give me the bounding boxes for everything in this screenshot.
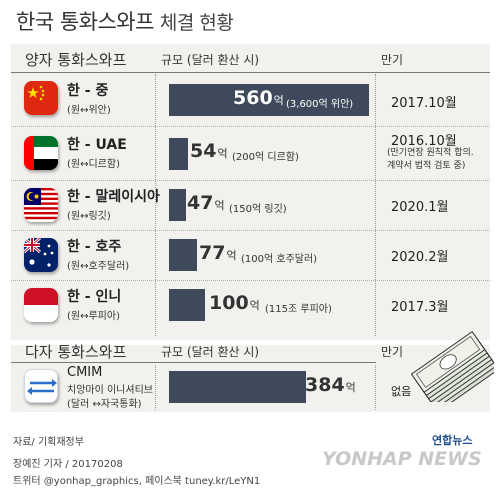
maturity-note-uae: (만기연장 원칙적 합의. bbox=[387, 148, 474, 158]
cmim-full-name: 치앙마이 이니셔티브 bbox=[67, 385, 153, 396]
header-divider bbox=[11, 72, 490, 73]
cmim-name: CMIM bbox=[67, 365, 103, 380]
watermark: YONHAP NEWS bbox=[322, 448, 482, 470]
money-stack-illustration bbox=[408, 318, 500, 413]
pair-name: 한 - 호주 bbox=[67, 239, 122, 255]
note-china: (3,600억 위안) bbox=[286, 99, 354, 110]
pair-currency: (원↔디르함) bbox=[67, 159, 120, 170]
byline: 장예진 기자 / 20170208 bbox=[13, 459, 123, 470]
value-label-australia: 77억 bbox=[199, 242, 237, 264]
page-title: 한국 통화스와프 체결 현황 bbox=[16, 6, 234, 36]
multilateral-header-name: 다자 통화스와프 bbox=[25, 343, 127, 361]
bilateral-header-maturity: 만기 bbox=[381, 53, 404, 67]
row-divider bbox=[11, 280, 490, 281]
note-australia: (100억 호주달러) bbox=[241, 254, 318, 265]
maturity-cmim: 없음 bbox=[391, 385, 412, 398]
maturity-china: 2017.10월 bbox=[391, 96, 457, 111]
value-label-uae: 54억 bbox=[190, 140, 228, 162]
column-divider bbox=[375, 365, 376, 410]
value-label-cmim: 384억 bbox=[305, 374, 356, 396]
row-divider bbox=[11, 180, 490, 181]
maturity-indonesia: 2017.3월 bbox=[391, 300, 449, 315]
uae-flag-icon bbox=[24, 136, 58, 170]
note-indonesia: (115조 루피아) bbox=[265, 304, 332, 315]
pair-currency: (원↔호주달러) bbox=[67, 261, 130, 272]
value-label-malaysia: 47억 bbox=[187, 192, 225, 214]
row-divider bbox=[11, 230, 490, 231]
bar-australia bbox=[169, 239, 197, 271]
pair-name: 한 - 중 bbox=[67, 83, 109, 99]
column-divider bbox=[155, 365, 156, 410]
pair-name: 한 - 인니 bbox=[67, 289, 122, 305]
bilateral-panel: 양자 통화스와프 규모 (달러 환산 시) 만기 한 - 중 (원↔위안) 56… bbox=[11, 44, 490, 340]
maturity-australia: 2020.2월 bbox=[391, 250, 449, 265]
bilateral-header-scale: 규모 (달러 환산 시) bbox=[161, 53, 260, 67]
bilateral-header-name: 양자 통화스와프 bbox=[25, 51, 127, 69]
row-divider bbox=[11, 126, 490, 127]
title-main: 한국 통화스와프 bbox=[16, 10, 154, 34]
bar-indonesia bbox=[169, 289, 205, 321]
maturity-uae: 2016.10월 bbox=[391, 134, 457, 149]
social-links: 트위터 @yonhap_graphics, 페이스북 tuney.kr/LeYN… bbox=[13, 476, 261, 487]
column-divider bbox=[375, 74, 376, 336]
source-note: 자료/ 기획재정부 bbox=[13, 437, 84, 448]
pair-name: 한 - 말레이시아 bbox=[67, 189, 160, 205]
value-label-china: 560억 bbox=[233, 87, 284, 109]
bar-malaysia bbox=[169, 189, 186, 221]
column-divider bbox=[155, 74, 156, 336]
cmim-currency: (달러 ↔자국통화) bbox=[67, 399, 142, 410]
header-divider bbox=[11, 362, 376, 363]
pair-currency: (원↔위안) bbox=[67, 105, 111, 116]
bar-uae bbox=[169, 138, 188, 170]
pair-currency: (원↔루피아) bbox=[67, 311, 120, 322]
australia-flag-icon bbox=[24, 238, 58, 272]
note-uae: (200억 디르함) bbox=[232, 152, 299, 163]
swap-arrows-icon bbox=[24, 369, 58, 403]
maturity-malaysia: 2020.1월 bbox=[391, 200, 449, 215]
pair-name: 한 - UAE bbox=[67, 137, 127, 153]
multilateral-header-scale: 규모 (달러 환산 시) bbox=[161, 345, 260, 359]
china-flag-icon bbox=[24, 81, 58, 115]
value-label-indonesia: 100억 bbox=[209, 292, 260, 314]
multilateral-header-maturity: 만기 bbox=[381, 345, 404, 359]
bar-china bbox=[169, 84, 369, 116]
yonhap-logo: 연합뉴스 bbox=[432, 434, 473, 447]
title-sub: 체결 현황 bbox=[159, 12, 234, 34]
bar-cmim bbox=[169, 371, 306, 403]
indonesia-flag-icon bbox=[24, 288, 58, 322]
note-malaysia: (150억 링깃) bbox=[229, 204, 287, 215]
multilateral-panel: 다자 통화스와프 규모 (달러 환산 시) 만기 CMIM 치앙마이 이니셔티브… bbox=[11, 343, 490, 412]
pair-currency: (원↔링깃) bbox=[67, 211, 111, 222]
malaysia-flag-icon bbox=[24, 188, 58, 222]
maturity-note-uae: 계약서 법적 검토 중) bbox=[387, 161, 466, 171]
